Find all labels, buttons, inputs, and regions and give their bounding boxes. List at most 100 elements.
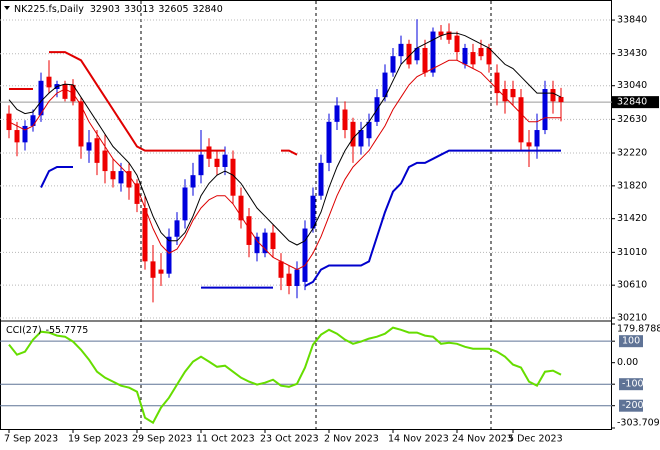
candle-body <box>126 171 132 188</box>
candle-body <box>550 89 556 102</box>
candle-body <box>462 47 468 65</box>
candle-body <box>110 171 116 180</box>
candle-body <box>302 228 308 282</box>
level-label-box <box>619 399 643 412</box>
plot-frame <box>0 0 612 430</box>
candle-body <box>534 130 540 147</box>
candle-body <box>518 97 524 143</box>
candle-body <box>94 138 100 163</box>
y-tick-label: -200 <box>622 400 644 411</box>
candle-body <box>222 154 228 167</box>
y-tick-label: 30610 <box>617 280 647 291</box>
low-value: 32605 <box>158 4 188 15</box>
x-tick-label: 11 Oct 2023 <box>196 434 255 445</box>
y-tick-label: -303.709 <box>617 418 660 429</box>
candle-body <box>438 31 444 36</box>
overlay-line <box>8 32 562 246</box>
candle-body <box>382 72 388 98</box>
candle-body <box>214 158 220 167</box>
level-label-box <box>619 378 643 391</box>
y-tick-label: 0.00 <box>617 357 638 368</box>
candle-body <box>510 89 516 98</box>
open-value: 32903 <box>90 4 120 15</box>
last-price-label: 32840 <box>617 97 647 108</box>
x-tick-label: 23 Oct 2023 <box>260 434 319 445</box>
level-label-box <box>619 335 643 348</box>
x-tick-label: 14 Nov 2023 <box>388 434 449 445</box>
last-price-box <box>612 96 659 109</box>
x-tick-label: 29 Sep 2023 <box>132 434 192 445</box>
y-tick-label: 33840 <box>617 15 647 26</box>
x-tick-label: 7 Sep 2023 <box>4 434 58 445</box>
candle-body <box>78 101 84 147</box>
candle-body <box>502 89 508 102</box>
candle-body <box>238 195 244 221</box>
overlay-line <box>8 59 561 271</box>
candle-body <box>342 109 348 131</box>
x-tick-label: 19 Sep 2023 <box>68 434 128 445</box>
candle-body <box>486 47 492 65</box>
candle-body <box>190 175 196 188</box>
candle-body <box>46 76 52 88</box>
candle-body <box>414 47 420 61</box>
candle-body <box>262 232 268 254</box>
candle-body <box>62 84 68 99</box>
candle-body <box>478 47 484 57</box>
candle-body <box>246 216 252 245</box>
indicator-value: -55.7775 <box>46 325 89 336</box>
y-tick-label: 31420 <box>617 213 647 224</box>
candle-body <box>310 195 316 229</box>
candle-body <box>14 130 20 143</box>
candle-body <box>142 208 148 262</box>
candle-body <box>174 220 180 237</box>
candle-body <box>198 154 204 176</box>
y-tick-label: 30210 <box>617 313 647 324</box>
candle-body <box>166 236 172 274</box>
candle-body <box>470 52 476 65</box>
candle-body <box>542 89 548 131</box>
y-tick-label: 179.8788 <box>617 324 660 335</box>
candle-body <box>558 96 564 103</box>
candle-body <box>30 115 36 126</box>
symbol-title: NK225.fs,Daily <box>14 4 84 15</box>
period-separators <box>140 1 492 429</box>
candle-body <box>318 162 324 196</box>
y-tick-label: 100 <box>622 336 640 347</box>
candle-body <box>494 72 500 94</box>
candle-body <box>286 273 292 286</box>
y-tick-label: 33430 <box>617 48 647 59</box>
candle-body <box>86 142 92 151</box>
candle-body <box>398 43 404 57</box>
high-value: 33013 <box>124 4 154 15</box>
candle-body <box>158 269 164 274</box>
candle-body <box>102 150 108 172</box>
candle-body <box>22 125 28 143</box>
x-tick-label: 24 Nov 2023 <box>452 434 513 445</box>
candle-body <box>278 261 284 278</box>
indicator-title: CCI(27) <box>6 325 42 336</box>
candle-body <box>390 56 396 73</box>
candle-body <box>430 31 436 73</box>
y-tick-label: 32220 <box>617 148 647 159</box>
candle-body <box>526 142 532 147</box>
y-tick-label: 32630 <box>617 114 647 125</box>
indicator-line <box>8 326 562 425</box>
candle-body <box>38 80 44 116</box>
candle-body <box>182 187 188 221</box>
overlay-line <box>40 149 561 289</box>
overlay-line <box>9 51 298 156</box>
indicator-header: CCI(27) -55.7775 <box>6 325 88 336</box>
candle-body <box>254 236 260 254</box>
candle-body <box>270 232 276 250</box>
y-tick-label: 31820 <box>617 180 647 191</box>
candle-body <box>118 171 124 184</box>
y-tick-label: -100 <box>622 379 644 390</box>
menu-arrow <box>4 6 10 10</box>
candle-body <box>366 121 372 139</box>
candle-body <box>294 269 300 286</box>
x-tick-label: 2 Nov 2023 <box>324 434 379 445</box>
candle-body <box>206 146 212 159</box>
candle-body <box>326 121 332 163</box>
candle-body <box>446 31 452 40</box>
